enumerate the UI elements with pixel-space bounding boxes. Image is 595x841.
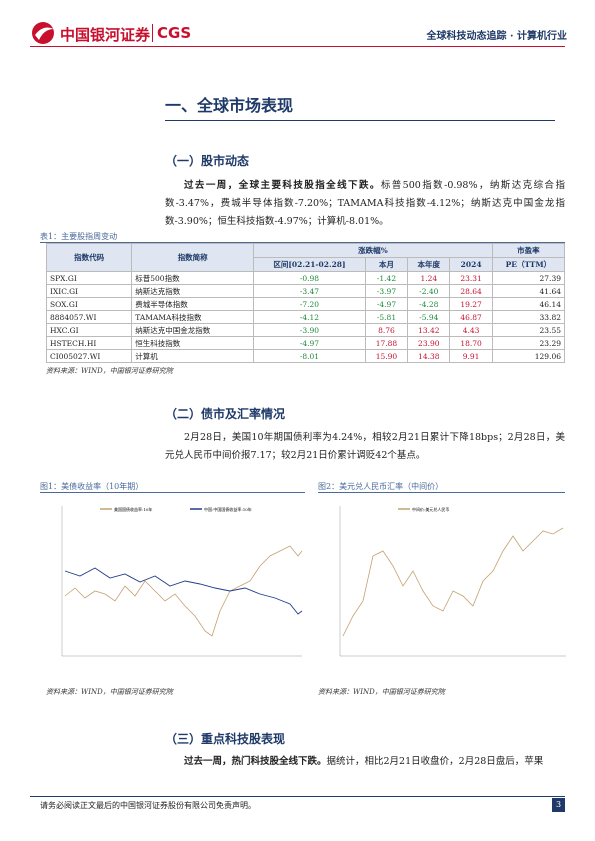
cell: 23.55 bbox=[491, 323, 566, 337]
cell: -1.42 bbox=[364, 271, 409, 285]
cell: 23.90 bbox=[407, 336, 451, 350]
row: SOX.GI 费城半导体指数 -7.20 -4.97 -4.28 19.27 46.14 bbox=[45, 297, 566, 311]
cell: 17.88 bbox=[364, 336, 409, 350]
bold: 过去一周，全球主要科技股指全线下跌。 bbox=[184, 180, 381, 191]
cell: 46.14 bbox=[491, 297, 566, 311]
cell: 计算机 bbox=[131, 349, 255, 363]
th: 指数简称 bbox=[131, 243, 255, 272]
th: PE（TTM） bbox=[491, 257, 566, 272]
paragraph: 2月28日，美国10年期国债利率为4.24%，相较2月21日累计下降18bps；… bbox=[165, 432, 565, 461]
cell: 标普500指数 bbox=[131, 271, 255, 285]
cell: 4.43 bbox=[449, 323, 493, 337]
rule bbox=[165, 120, 555, 121]
cell: IXIC.GI bbox=[45, 284, 133, 298]
th: 本年度 bbox=[407, 257, 451, 272]
bold: 过去一周，热门科技股全线下跌。 bbox=[184, 756, 327, 767]
th: 涨跌幅% bbox=[253, 243, 493, 258]
chart-1: 美国国债收益率:10年 中国:中国国债收益率:10年 bbox=[61, 506, 303, 657]
cell: -3.47 bbox=[253, 284, 366, 298]
legend: 美国国债收益率:10年 bbox=[114, 506, 152, 512]
legend: 中间价:美元兑人民币 bbox=[412, 506, 449, 512]
cell: -5.94 bbox=[407, 310, 451, 324]
row: HSTECH.HI 恒生科技指数 -4.97 17.88 23.90 18.70 23.29 bbox=[45, 336, 566, 350]
disclaimer: 请务必阅读正文最后的中国银河证券股份有限公司免责声明。 bbox=[40, 801, 256, 810]
cell: 纳斯达克指数 bbox=[131, 284, 255, 298]
cell: -4.97 bbox=[253, 336, 366, 350]
cell: HXC.GI bbox=[45, 323, 133, 337]
table-caption: 表1：主要股指周变动 bbox=[40, 231, 565, 243]
cell: 33.82 bbox=[491, 310, 566, 324]
th: 市盈率 bbox=[491, 243, 566, 258]
figure-caption: 图2：美元兑人民币汇率（中间价） bbox=[318, 481, 565, 493]
cell: 15.90 bbox=[364, 349, 409, 363]
figure-caption: 图1：美债收益率（10年期） bbox=[40, 481, 305, 493]
table: 指数代码 指数简称 涨跌幅% 市盈率 区间[02.21-02.28] 本月 本年度 2024 P… bbox=[45, 243, 566, 363]
cell: -3.97 bbox=[364, 284, 409, 298]
cell: 23.31 bbox=[449, 271, 493, 285]
cell: 14.38 bbox=[407, 349, 451, 363]
text: 据统计，相比2月21日收盘价，2月28日盘后，苹果 bbox=[326, 756, 544, 767]
cell: 费城半导体指数 bbox=[131, 297, 255, 311]
header-row: 指数代码 指数简称 涨跌幅% 市盈率 bbox=[45, 243, 566, 272]
chart-2: 中间价:美元兑人民币 bbox=[339, 506, 566, 657]
text: 标普500指数-0.98%，纳斯达克综合指数-3.47%，费城半导体指数-7.2… bbox=[165, 180, 565, 227]
paragraph: 过去一周，热门科技股全线下跌。据统计，相比2月21日收盘价，2月28日盘后，苹果 bbox=[165, 753, 565, 771]
row: HXC.GI 纳斯达克中国金龙指数 -3.90 8.76 13.42 4.43 23.55 bbox=[45, 323, 566, 337]
cell: 18.70 bbox=[449, 336, 493, 350]
cell: 纳斯达克中国金龙指数 bbox=[131, 323, 255, 337]
cell: 19.27 bbox=[449, 297, 493, 311]
section-title: 一、全球市场表现 bbox=[165, 96, 294, 115]
cell: 23.29 bbox=[491, 336, 566, 350]
heading: （二）债市及汇率情况 bbox=[165, 407, 286, 421]
cell: TAMAMA科技指数 bbox=[131, 310, 255, 324]
legend: 中国:中国国债收益率:10年 bbox=[204, 506, 252, 512]
logo-en: CGS bbox=[152, 24, 191, 42]
page-number: 3 bbox=[552, 798, 565, 812]
th: 指数代码 bbox=[45, 243, 133, 272]
cell: -0.98 bbox=[253, 271, 366, 285]
cell: -2.40 bbox=[407, 284, 451, 298]
footer-rule bbox=[30, 796, 565, 797]
cell: 1.24 bbox=[407, 271, 451, 285]
cell: -7.20 bbox=[253, 297, 366, 311]
cell: 恒生科技指数 bbox=[131, 336, 255, 350]
cell: 41.64 bbox=[491, 284, 566, 298]
cell: CI005027.WI bbox=[45, 349, 133, 363]
cell: HSTECH.HI bbox=[45, 336, 133, 350]
logo-icon bbox=[32, 22, 54, 44]
cell: 8884057.WI bbox=[45, 310, 133, 324]
cell: 46.87 bbox=[449, 310, 493, 324]
row: SPX.GI 标普500指数 -0.98 -1.42 1.24 23.31 27.39 bbox=[45, 271, 566, 285]
th: 区间[02.21-02.28] bbox=[253, 257, 366, 272]
cell: 27.39 bbox=[491, 271, 566, 285]
logo-text: 中国银河证券 bbox=[60, 26, 151, 44]
th: 2024 bbox=[449, 257, 493, 272]
row: CI005027.WI 计算机 -8.01 15.90 14.38 9.91 129.06 bbox=[45, 349, 566, 363]
cell: -3.90 bbox=[253, 323, 366, 337]
cell: 129.06 bbox=[491, 349, 566, 363]
cell: -4.12 bbox=[253, 310, 366, 324]
cell: SOX.GI bbox=[45, 297, 133, 311]
heading: （三）重点科技股表现 bbox=[165, 732, 286, 746]
source: 资料来源：WIND，中国银河证券研究院 bbox=[318, 688, 445, 696]
cell: -4.28 bbox=[407, 297, 451, 311]
cell: 13.42 bbox=[407, 323, 451, 337]
heading: （一）股市动态 bbox=[165, 154, 250, 168]
cell: 9.91 bbox=[449, 349, 493, 363]
source: 资料来源：WIND，中国银河证券研究院 bbox=[46, 367, 173, 375]
cell: -8.01 bbox=[253, 349, 366, 363]
row: IXIC.GI 纳斯达克指数 -3.47 -3.97 -2.40 28.64 41.64 bbox=[45, 284, 566, 298]
th: 本月 bbox=[364, 257, 409, 272]
cell: SPX.GI bbox=[45, 271, 133, 285]
cell: 28.64 bbox=[449, 284, 493, 298]
header-rule bbox=[30, 46, 565, 47]
row: 8884057.WI TAMAMA科技指数 -4.12 -5.81 -5.94 46.87… bbox=[45, 310, 566, 324]
cell: -5.81 bbox=[364, 310, 409, 324]
paragraph: 过去一周，全球主要科技股指全线下跌。标普500指数-0.98%，纳斯达克综合指数… bbox=[165, 177, 565, 231]
cell: 8.76 bbox=[364, 323, 409, 337]
source: 资料来源：WIND，中国银河证券研究院 bbox=[46, 688, 173, 696]
cell: -4.97 bbox=[364, 297, 409, 311]
header-right: 全球科技动态追踪 · 计算机行业 bbox=[426, 31, 567, 42]
